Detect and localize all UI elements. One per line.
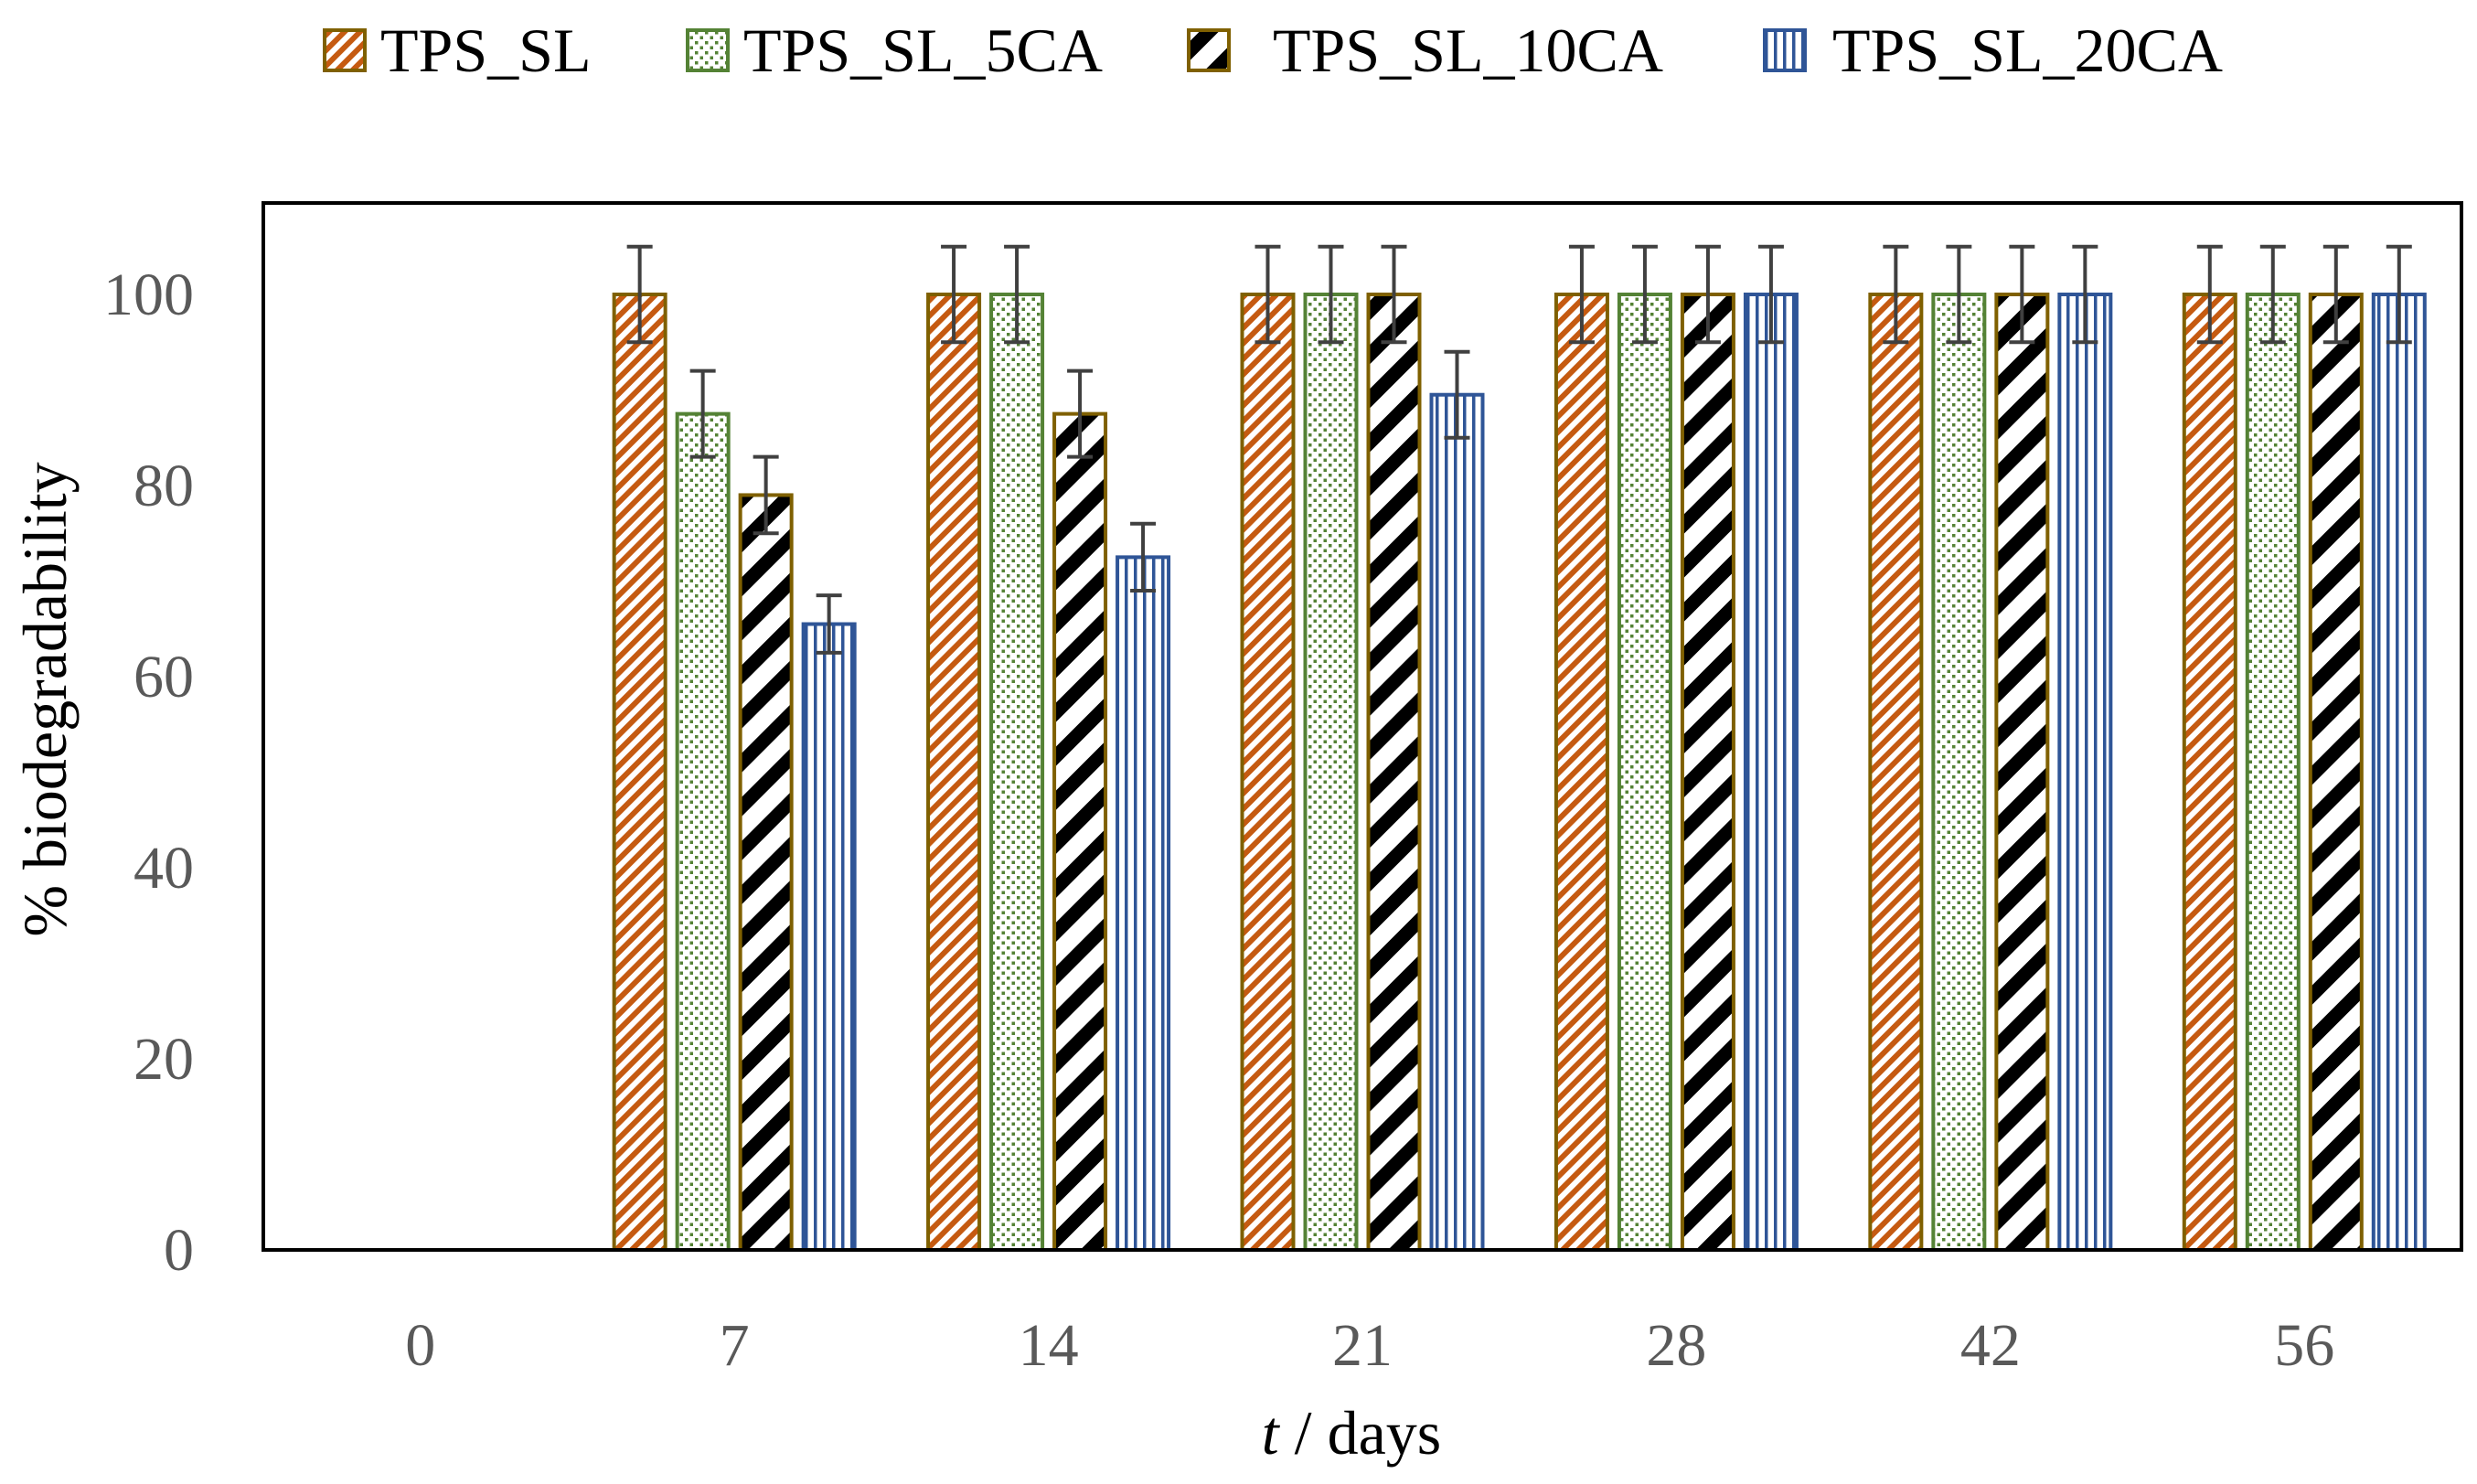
legend: TPS_SL TPS_SL_5CA TPS_SL_10CA TPS_SL_20C…: [323, 16, 2223, 85]
error-bar: [1444, 349, 1470, 440]
legend-item-tps-sl-20ca: TPS_SL_20CA: [1763, 16, 2223, 85]
legend-label-tps-sl: TPS_SL: [380, 16, 592, 85]
x-tick-label: 0: [405, 1312, 435, 1379]
x-tick-label: 14: [1019, 1312, 1079, 1379]
bar: [1680, 293, 1735, 1252]
error-bar: [941, 244, 967, 345]
bar: [2057, 293, 2113, 1252]
y-tick-label: 80: [133, 453, 194, 519]
legend-swatch-tps-sl: [323, 28, 367, 72]
bar: [2182, 293, 2237, 1252]
legend-swatch-tps-sl-5ca: [686, 28, 730, 72]
bar: [2308, 293, 2364, 1252]
legend-label-tps-sl-20ca: TPS_SL_20CA: [1832, 16, 2223, 85]
y-tick-label: 0: [164, 1217, 194, 1284]
legend-label-tps-sl-10ca: TPS_SL_10CA: [1273, 16, 1663, 85]
bar: [989, 293, 1045, 1252]
error-bar: [1130, 521, 1157, 593]
bar: [1931, 293, 1987, 1252]
x-tick-label: 56: [2274, 1312, 2334, 1379]
bar: [1743, 293, 1799, 1252]
bar: [1116, 555, 1171, 1252]
y-tick-label: 40: [133, 835, 194, 902]
bar: [926, 293, 982, 1252]
bar: [801, 622, 857, 1252]
legend-swatch-tps-sl-10ca: [1187, 28, 1231, 72]
bar: [1240, 293, 1296, 1252]
error-bar: [1255, 244, 1281, 345]
error-bar: [1757, 244, 1784, 345]
legend-swatch-tps-sl-20ca: [1763, 28, 1807, 72]
error-bar: [1883, 244, 1909, 345]
error-bar: [1381, 244, 1407, 345]
bar: [1868, 293, 1924, 1252]
error-bar: [1004, 244, 1030, 345]
bar: [1366, 293, 1422, 1252]
error-bar: [1694, 244, 1721, 345]
y-tick-label: 20: [133, 1026, 194, 1093]
x-tick-label: 7: [720, 1312, 750, 1379]
bars: [612, 293, 2427, 1253]
bar: [1303, 293, 1359, 1252]
x-axis-title-variable: t: [1262, 1398, 1281, 1468]
error-bar: [2322, 244, 2349, 345]
y-tick-label: 60: [133, 644, 194, 710]
error-bar: [689, 368, 716, 459]
error-bar: [1568, 244, 1595, 345]
legend-item-tps-sl-10ca: TPS_SL_10CA: [1187, 16, 1663, 85]
bar: [2371, 293, 2427, 1252]
legend-label-tps-sl-5ca: TPS_SL_5CA: [743, 16, 1103, 85]
legend-item-tps-sl: TPS_SL: [323, 16, 592, 85]
bar: [1617, 293, 1672, 1252]
error-bar: [1067, 368, 1094, 459]
x-axis-ticks: 0 7 14 21 28 42 56: [405, 1312, 2334, 1379]
error-bar: [1946, 244, 1972, 345]
error-bar: [753, 454, 779, 536]
bar: [1994, 293, 2050, 1252]
legend-item-tps-sl-5ca: TPS_SL_5CA: [686, 16, 1103, 85]
error-bar: [2009, 244, 2035, 345]
error-bar: [2072, 244, 2098, 345]
error-bar: [1318, 244, 1344, 345]
bar: [2245, 293, 2301, 1252]
error-bar: [2259, 244, 2286, 345]
error-bar: [816, 593, 842, 655]
error-bar: [1631, 244, 1658, 345]
error-bars: [626, 244, 2412, 655]
y-tick-label: 100: [103, 262, 194, 328]
bar: [1052, 411, 1108, 1252]
plot-area-frame: [262, 201, 2463, 1252]
x-axis-title: t / days: [1262, 1398, 1441, 1468]
x-tick-label: 28: [1646, 1312, 1706, 1379]
y-axis-ticks: 0 20 40 60 80 100: [103, 262, 194, 1284]
bar: [612, 293, 667, 1252]
x-tick-label: 21: [1332, 1312, 1393, 1379]
bar: [738, 493, 794, 1252]
bar: [1553, 293, 1609, 1252]
x-tick-label: 42: [1960, 1312, 2021, 1379]
x-axis-title-unit: / days: [1279, 1398, 1442, 1468]
y-axis-title: % biodegradability: [10, 462, 80, 936]
bar: [1429, 392, 1485, 1253]
error-bar: [2386, 244, 2412, 345]
error-bar: [626, 244, 653, 345]
error-bar: [2196, 244, 2223, 345]
bar: [675, 411, 731, 1252]
